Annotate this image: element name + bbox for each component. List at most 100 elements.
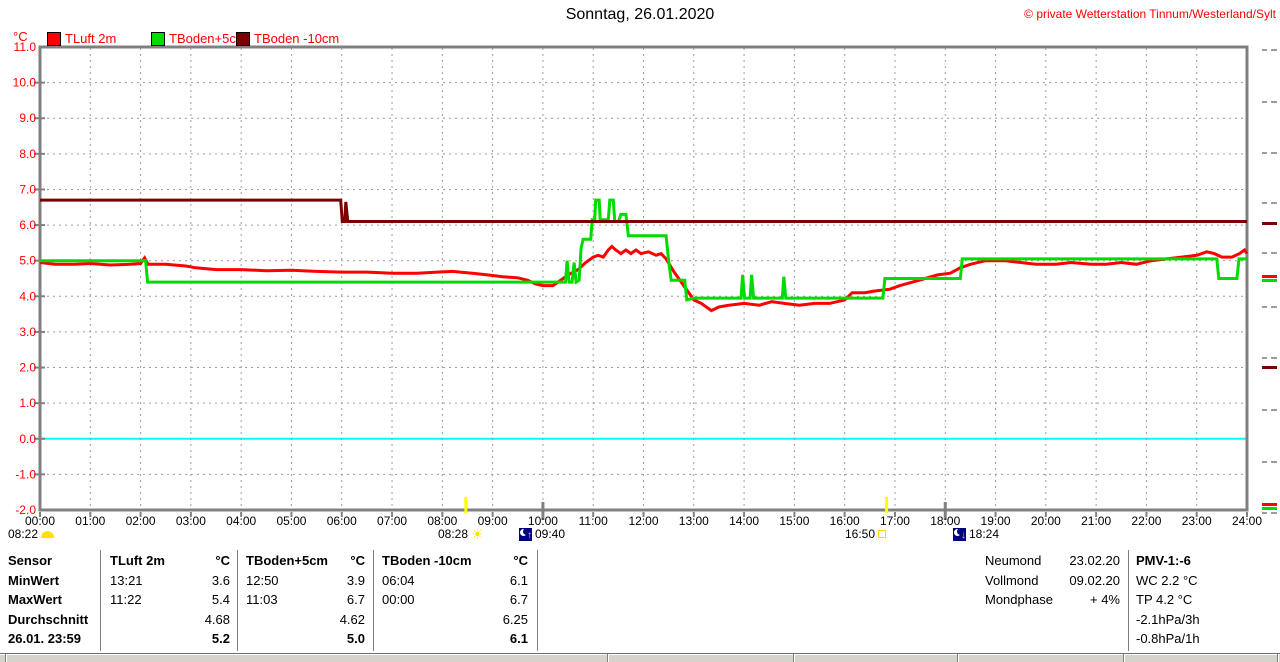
svg-text:00:00: 00:00: [25, 514, 55, 528]
svg-text:02:00: 02:00: [126, 514, 156, 528]
moonset-marker: ↓ 18:24: [953, 527, 999, 541]
svg-text:12:00: 12:00: [628, 514, 658, 528]
min-value: 3.6: [211, 572, 230, 588]
min-value: 3.9: [346, 572, 365, 588]
svg-text:05:00: 05:00: [276, 514, 306, 528]
svg-text:10.0: 10.0: [13, 76, 37, 90]
svg-text:14:00: 14:00: [729, 514, 759, 528]
moonset-time: 18:24: [969, 527, 1000, 541]
svg-text:7.0: 7.0: [19, 182, 36, 196]
sensor-name: TLuft 2m: [110, 553, 165, 569]
sunset-marker: 16:50: [845, 527, 887, 541]
pmv-title: PMV-1:-6: [1136, 553, 1191, 569]
max-value: 6.7: [346, 592, 365, 608]
page-title: Sonntag, 26.01.2020: [565, 6, 715, 23]
svg-text:11:00: 11:00: [579, 514, 608, 528]
svg-text:01:00: 01:00: [75, 514, 105, 528]
avg-value: 4.68: [204, 611, 230, 627]
svg-text:06:00: 06:00: [327, 514, 357, 528]
sun-icon: ☀: [471, 526, 484, 542]
sensor-unit: °C: [215, 553, 230, 569]
svg-text:07:00: 07:00: [377, 514, 407, 528]
table-divider: [537, 550, 538, 651]
stats-col-tluft: TLuft 2m °C 13:21 3.6 11:22 5.4 4.68 5.2: [110, 551, 230, 649]
bottom-status-bar: [0, 653, 1280, 662]
tluft-swatch-icon: [47, 31, 61, 46]
svg-text:-1.0: -1.0: [15, 467, 36, 481]
svg-text:17:00: 17:00: [880, 514, 910, 528]
row-label: 26.01. 23:59: [8, 631, 82, 647]
svg-text:4.0: 4.0: [19, 289, 36, 303]
moonrise-time: 09:40: [535, 527, 566, 541]
svg-text:19:00: 19:00: [981, 514, 1011, 528]
moonrise-marker: ↑ 09:40: [519, 527, 565, 541]
svg-text:03:00: 03:00: [176, 514, 206, 528]
sunrise-early-marker: 08:22: [8, 527, 55, 541]
astro-label: Neumond: [985, 553, 1042, 569]
sun-below-horizon-icon: [878, 530, 887, 538]
astro-value: + 4%: [1090, 592, 1120, 608]
moonrise-icon: ↑: [519, 527, 532, 541]
last-value: 5.2: [211, 631, 230, 647]
min-time: 13:21: [110, 572, 143, 588]
astro-label: Vollmond: [985, 572, 1039, 588]
svg-text:22:00: 22:00: [1131, 514, 1161, 528]
legend-label: TLuft 2m: [65, 31, 117, 46]
legend-label: TBoden -10cm: [254, 31, 340, 46]
min-time: 06:04: [382, 572, 415, 588]
last-value: 6.1: [509, 631, 528, 647]
sunrise-time: 08:28: [438, 527, 469, 541]
y-axis-unit-label: °C: [13, 29, 28, 44]
svg-text:09:00: 09:00: [478, 514, 508, 528]
table-divider: [100, 550, 101, 651]
max-time: 11:03: [246, 592, 278, 608]
avg-value: 4.62: [339, 611, 365, 627]
table-divider: [237, 550, 238, 651]
svg-text:9.0: 9.0: [19, 111, 36, 125]
row-label: Durchschnitt: [8, 611, 89, 627]
last-value: 5.0: [346, 631, 365, 647]
row-label: MinWert: [8, 572, 60, 588]
svg-text:-2.0: -2.0: [15, 503, 36, 517]
svg-text:0.0: 0.0: [19, 432, 36, 446]
pmv-panel: PMV-1:-6 WC 2.2 °C TP 4.2 °C -2.1hPa/3h …: [1136, 551, 1276, 649]
sensor-unit: °C: [513, 553, 528, 569]
row-label: MaxWert: [8, 592, 62, 608]
pmv-line: WC 2.2 °C: [1136, 572, 1198, 588]
tboden5-swatch-icon: [151, 31, 165, 46]
legend-item-tboden10: TBoden -10cm: [236, 31, 339, 46]
pmv-line: -2.1hPa/3h: [1136, 611, 1200, 627]
pmv-line: TP 4.2 °C: [1136, 592, 1193, 608]
min-time: 12:50: [246, 572, 279, 588]
svg-text:24:00: 24:00: [1232, 514, 1262, 528]
tboden10-swatch-icon: [236, 31, 250, 46]
max-time: 00:00: [382, 592, 415, 608]
copyright-text: © private Wetterstation Tinnum/Westerlan…: [1024, 7, 1276, 21]
svg-text:10:00: 10:00: [528, 514, 558, 528]
legend-item-tboden5: TBoden+5cm: [151, 31, 247, 46]
svg-text:6.0: 6.0: [19, 218, 36, 232]
svg-text:15:00: 15:00: [779, 514, 809, 528]
table-divider: [373, 550, 374, 651]
table-divider: [1128, 550, 1129, 651]
sunrise-marker: 08:28 ☀: [438, 527, 484, 541]
svg-text:8.0: 8.0: [19, 147, 36, 161]
sensor-name: TBoden -10cm: [382, 553, 472, 569]
stats-col-tboden10: TBoden -10cm °C 06:04 6.1 00:00 6.7 6.25 6.…: [382, 551, 528, 649]
row-label: Sensor: [8, 553, 53, 569]
svg-text:21:00: 21:00: [1081, 514, 1111, 528]
max-value: 6.7: [509, 592, 528, 608]
svg-text:5.0: 5.0: [19, 254, 36, 268]
moonset-icon: ↓: [953, 527, 966, 541]
pmv-line: -0.8hPa/1h: [1136, 631, 1200, 647]
svg-text:2.0: 2.0: [19, 361, 36, 375]
sensor-unit: °C: [350, 553, 365, 569]
half-sun-icon: [41, 530, 55, 538]
astro-label: Mondphase: [985, 592, 1053, 608]
max-time: 11:22: [110, 592, 142, 608]
svg-text:18:00: 18:00: [930, 514, 960, 528]
sunset-time: 16:50: [845, 527, 876, 541]
svg-text:3.0: 3.0: [19, 325, 36, 339]
svg-text:11.0: 11.0: [14, 40, 37, 54]
